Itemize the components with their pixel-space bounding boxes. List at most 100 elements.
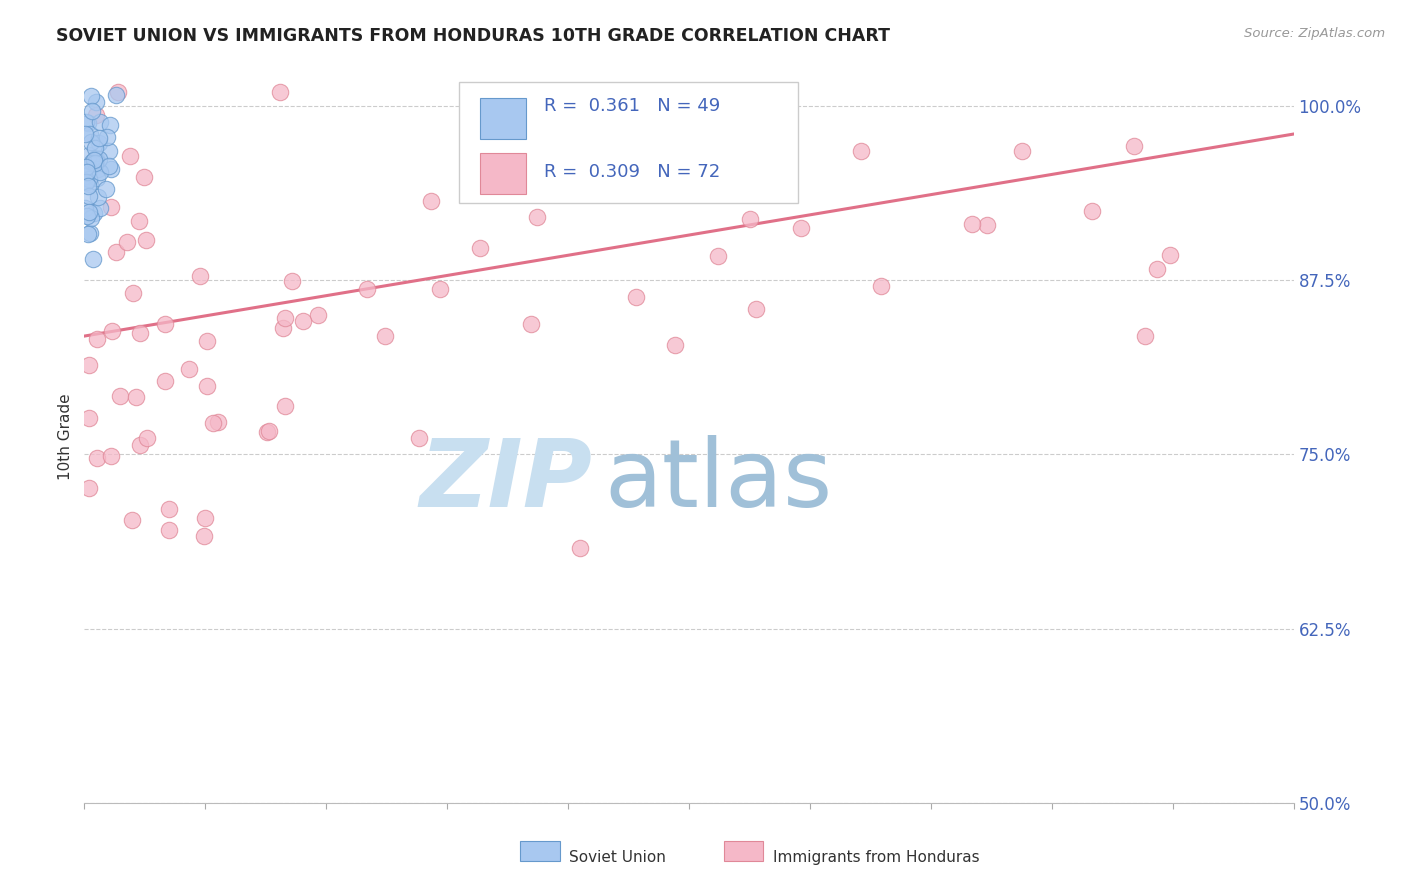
Point (89, 165, 111, 179)
Y-axis label: 10th Grade: 10th Grade (58, 393, 73, 481)
Point (356, 282, 378, 296)
Point (80, 103, 103, 118)
Point (134, 170, 156, 185)
Point (105, 245, 128, 260)
Point (97, 145, 120, 159)
Text: Source: ZipAtlas.com: Source: ZipAtlas.com (1244, 27, 1385, 40)
Point (79, 177, 101, 191)
Point (101, 324, 124, 338)
Point (80, 136, 103, 150)
Point (75, 175, 97, 189)
Point (735, 161, 758, 176)
Point (75, 160, 97, 174)
Point (105, 88, 128, 103)
Point (118, 148, 141, 162)
Point (107, 85, 129, 99)
Point (738, 130, 761, 145)
Point (77, 482, 100, 496)
Point (89, 201, 111, 215)
Point (193, 528, 215, 542)
Point (292, 314, 315, 328)
Point (84, 153, 107, 168)
Point (307, 308, 329, 322)
Point (976, 218, 998, 232)
Point (108, 389, 131, 403)
Point (135, 431, 157, 445)
Point (1011, 144, 1033, 158)
Text: SOVIET UNION VS IMMIGRANTS FROM HONDURAS 10TH GRADE CORRELATION CHART: SOVIET UNION VS IMMIGRANTS FROM HONDURAS… (56, 27, 890, 45)
Point (84, 151, 107, 165)
Point (177, 361, 200, 376)
Point (87, 136, 110, 150)
Point (271, 320, 294, 334)
Point (128, 214, 150, 228)
Text: R =  0.309   N = 72: R = 0.309 N = 72 (544, 162, 720, 180)
Point (274, 311, 297, 326)
Point (1133, 328, 1156, 343)
Point (280, 274, 302, 288)
Point (97, 159, 120, 173)
Point (194, 511, 217, 525)
Point (157, 524, 180, 538)
Text: atlas: atlas (605, 435, 832, 527)
Point (83, 156, 105, 170)
Point (76, 209, 98, 223)
Text: Soviet Union: Soviet Union (569, 850, 666, 864)
Point (520, 317, 543, 331)
Point (849, 144, 872, 158)
Point (79, 88, 101, 103)
Point (86, 450, 108, 465)
Point (738, 212, 761, 227)
Point (121, 513, 143, 527)
Point (77, 188, 100, 202)
Point (89, 114, 111, 128)
Point (470, 241, 492, 255)
Point (98, 118, 121, 132)
Point (86, 332, 108, 346)
Point (128, 326, 150, 340)
Point (75, 115, 97, 129)
Point (188, 269, 211, 284)
Text: Immigrants from Honduras: Immigrants from Honduras (773, 850, 980, 864)
Point (195, 334, 218, 348)
Point (96, 130, 118, 145)
Point (1159, 248, 1181, 262)
Point (77, 410, 100, 425)
Point (77, 148, 100, 162)
Point (870, 279, 893, 293)
Point (125, 391, 148, 405)
Point (202, 416, 225, 430)
Point (420, 194, 443, 208)
Point (1122, 139, 1144, 153)
Point (79, 162, 101, 177)
Point (256, 425, 278, 439)
Point (83, 206, 105, 220)
Point (790, 221, 813, 235)
Point (207, 415, 229, 429)
Point (135, 233, 157, 247)
Point (77, 358, 100, 372)
Point (77, 178, 100, 193)
Point (664, 338, 686, 352)
Point (87, 130, 110, 145)
Point (77, 205, 100, 219)
Point (84, 108, 107, 122)
Point (128, 438, 150, 452)
Point (568, 541, 591, 556)
Point (100, 200, 122, 214)
Point (745, 301, 768, 316)
Point (470, 160, 492, 174)
Point (80, 154, 103, 169)
Point (86, 190, 108, 204)
Point (77, 172, 100, 186)
Point (87, 152, 110, 166)
Point (87, 161, 110, 176)
Point (96, 182, 118, 196)
Text: R =  0.361   N = 49: R = 0.361 N = 49 (544, 97, 720, 115)
Point (269, 85, 291, 99)
Bar (479, 98, 526, 138)
Point (75, 169, 97, 183)
Point (86, 170, 108, 185)
Point (84, 95, 107, 110)
Bar (479, 153, 526, 194)
